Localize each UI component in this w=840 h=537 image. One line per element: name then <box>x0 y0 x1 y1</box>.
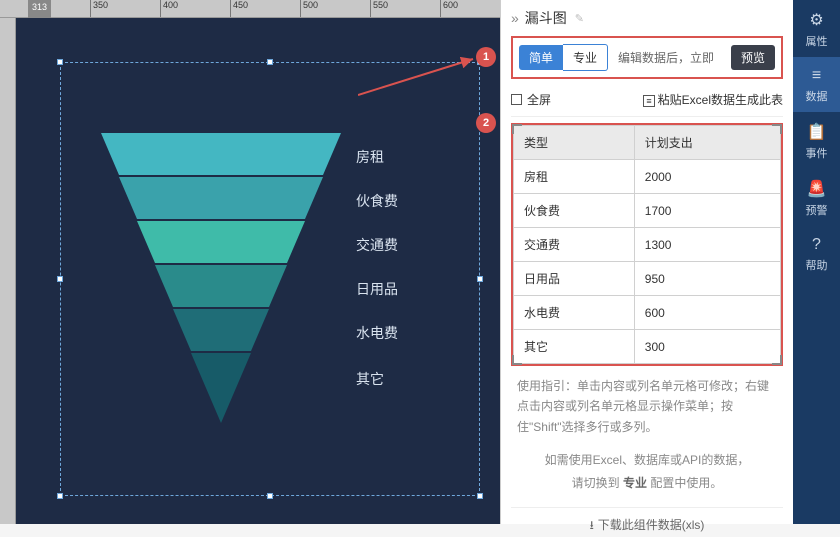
gear-icon: ⚙ <box>793 10 840 30</box>
resize-handle-ml[interactable] <box>57 276 63 282</box>
annotation-badge-2: 2 <box>476 113 496 133</box>
resize-handle-tl[interactable] <box>57 59 63 65</box>
table-cell[interactable]: 2000 <box>634 160 780 194</box>
usage-help-text: 使用指引：单击内容或列名单元格可修改；右键点击内容或列名单元格显示操作菜单；按住… <box>511 366 783 443</box>
download-label: 下载此组件数据(xls) <box>598 518 705 532</box>
ruler-horizontal: 313 350 400 450 500 550 600 <box>0 0 500 18</box>
corner-marker <box>512 124 522 134</box>
funnel-label: 水电费 <box>356 323 398 343</box>
resize-handle-br[interactable] <box>477 493 483 499</box>
rail-tab-data[interactable]: ≡数据 <box>793 57 840 112</box>
table-cell[interactable]: 其它 <box>514 330 635 364</box>
table-row: 房租2000 <box>514 160 781 194</box>
resize-handle-bl[interactable] <box>57 493 63 499</box>
chevron-right-icon[interactable]: » <box>511 10 519 26</box>
funnel-chart <box>101 133 341 423</box>
canvas-area: 313 350 400 450 500 550 600 <box>0 0 500 524</box>
ruler-vertical <box>0 18 16 524</box>
help-icon: ? <box>793 236 840 254</box>
table-cell[interactable]: 房租 <box>514 160 635 194</box>
table-cell[interactable]: 伙食费 <box>514 194 635 228</box>
download-icon: ⭳ <box>590 516 594 537</box>
table-row: 其它300 <box>514 330 781 364</box>
corner-marker <box>512 355 522 365</box>
table-cell[interactable]: 950 <box>634 262 780 296</box>
table-cell[interactable]: 1700 <box>634 194 780 228</box>
edit-icon[interactable]: ✎ <box>575 12 584 25</box>
funnel-label: 日用品 <box>356 279 398 299</box>
data-icon: ≡ <box>793 67 840 85</box>
alert-icon: 🚨 <box>793 179 840 199</box>
chart-selection-box[interactable]: 房租 伙食费 交通费 日用品 水电费 其它 <box>60 62 480 496</box>
canvas-background[interactable]: 房租 伙食费 交通费 日用品 水电费 其它 <box>16 18 500 524</box>
table-cell[interactable]: 水电费 <box>514 296 635 330</box>
table-cell[interactable]: 600 <box>634 296 780 330</box>
rail-tab-alert[interactable]: 🚨预警 <box>793 169 840 226</box>
rail-tab-events[interactable]: 📋事件 <box>793 112 840 169</box>
table-row: 交通费1300 <box>514 228 781 262</box>
mode-row: 简单 专业 编辑数据后，立即 预览 <box>511 36 783 79</box>
table-cell[interactable]: 交通费 <box>514 228 635 262</box>
download-row[interactable]: ⭳ 下载此组件数据(xls) <box>511 507 783 537</box>
table-cell[interactable]: 1300 <box>634 228 780 262</box>
fullscreen-icon[interactable] <box>511 94 522 105</box>
resize-handle-bc[interactable] <box>267 493 273 499</box>
event-icon: 📋 <box>793 122 840 142</box>
mode-simple-button[interactable]: 简单 <box>519 45 563 70</box>
table-header-row: 类型 计划支出 <box>514 126 781 160</box>
rail-tab-help[interactable]: ?帮助 <box>793 226 840 281</box>
rail-tab-properties[interactable]: ⚙属性 <box>793 0 840 57</box>
switch-mode-help: 如需使用Excel、数据库或API的数据， 请切换到 专业 配置中使用。 <box>511 443 783 501</box>
corner-marker <box>772 124 782 134</box>
table-row: 伙食费1700 <box>514 194 781 228</box>
mode-pro-button[interactable]: 专业 <box>563 44 608 71</box>
right-tab-rail: ⚙属性 ≡数据 📋事件 🚨预警 ?帮助 <box>793 0 840 524</box>
column-header[interactable]: 计划支出 <box>634 126 780 160</box>
panel-title: 漏斗图 <box>525 8 567 28</box>
funnel-label: 其它 <box>356 369 384 389</box>
funnel-label: 伙食费 <box>356 191 398 211</box>
table-cell[interactable]: 300 <box>634 330 780 364</box>
resize-handle-tc[interactable] <box>267 59 273 65</box>
table-row: 水电费600 <box>514 296 781 330</box>
document-icon: ≡ <box>643 95 654 107</box>
funnel-label: 交通费 <box>356 235 398 255</box>
fullscreen-label[interactable]: 全屏 <box>527 91 551 108</box>
resize-handle-mr[interactable] <box>477 276 483 282</box>
fullscreen-row: 全屏 ≡粘贴Excel数据生成此表 <box>511 87 783 117</box>
paste-excel-link[interactable]: ≡粘贴Excel数据生成此表 <box>643 91 783 108</box>
panel-header: » 漏斗图 ✎ <box>511 8 783 28</box>
column-header[interactable]: 类型 <box>514 126 635 160</box>
data-table[interactable]: 类型 计划支出 房租2000 伙食费1700 交通费1300 日用品950 水电… <box>513 125 781 364</box>
ruler-position-indicator: 313 <box>28 0 51 18</box>
annotation-badge-1: 1 <box>476 47 496 67</box>
funnel-svg <box>101 133 341 423</box>
table-cell[interactable]: 日用品 <box>514 262 635 296</box>
table-row: 日用品950 <box>514 262 781 296</box>
funnel-label: 房租 <box>356 147 384 167</box>
preview-button[interactable]: 预览 <box>731 45 775 70</box>
data-panel: » 漏斗图 ✎ 简单 专业 编辑数据后，立即 预览 全屏 ≡粘贴Excel数据生… <box>500 0 793 524</box>
corner-marker <box>772 355 782 365</box>
data-table-wrap: 类型 计划支出 房租2000 伙食费1700 交通费1300 日用品950 水电… <box>511 123 783 366</box>
mode-hint-text: 编辑数据后，立即 <box>618 49 714 66</box>
